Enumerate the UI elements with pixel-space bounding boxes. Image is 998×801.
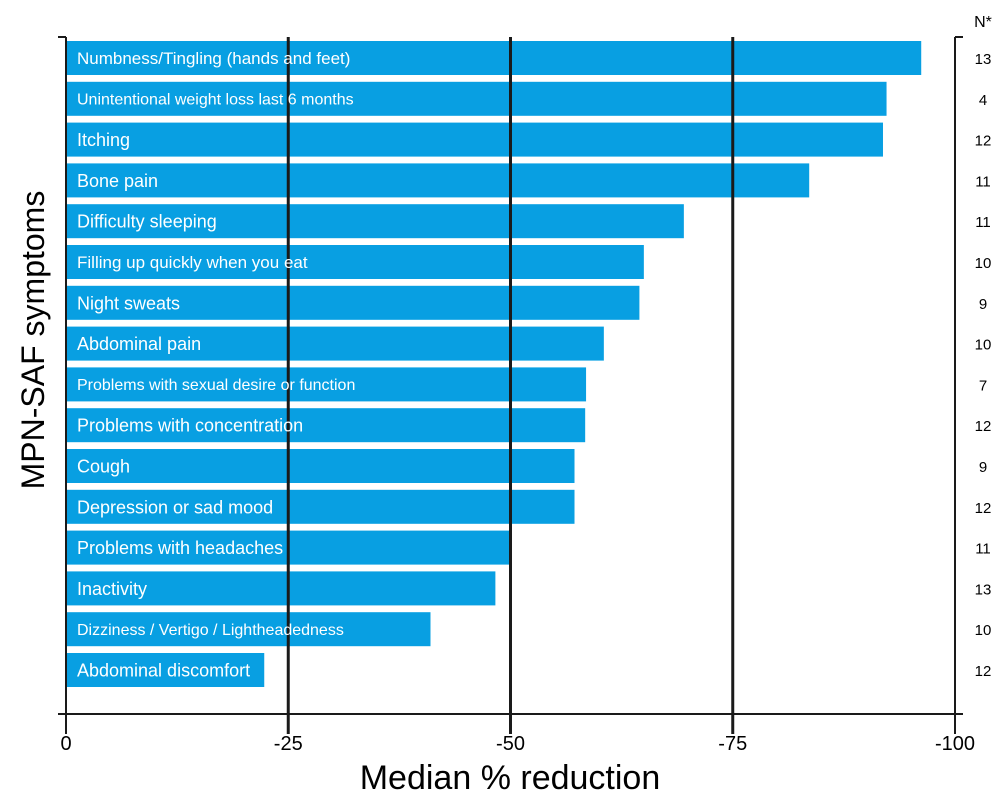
bar-4 xyxy=(66,163,810,198)
bar-16 xyxy=(66,653,265,687)
n-value-9: 7 xyxy=(979,377,987,394)
bar-label-3: Itching xyxy=(77,130,130,150)
n-value-12: 12 xyxy=(975,500,992,517)
n-value-13: 11 xyxy=(975,541,991,558)
n-value-7: 9 xyxy=(979,296,987,313)
bar-label-5: Difficulty sleeping xyxy=(77,212,217,232)
bar-9 xyxy=(66,367,587,402)
bar-label-1: Numbness/Tingling (hands and feet) xyxy=(77,49,350,68)
axes-layer xyxy=(58,36,963,734)
n-value-3: 12 xyxy=(975,133,992,150)
bar-label-7: Night sweats xyxy=(77,293,180,313)
bar-2 xyxy=(66,81,887,116)
n-value-1: 13 xyxy=(975,51,992,68)
bar-11 xyxy=(66,449,575,483)
bars-layer xyxy=(66,41,922,687)
bar-12 xyxy=(66,489,575,524)
bar-label-15: Dizziness / Vertigo / Lightheadedness xyxy=(77,622,344,639)
bar-label-13: Problems with headaches xyxy=(77,538,283,558)
grid-layer xyxy=(286,37,735,734)
bar-label-16: Abdominal discomfort xyxy=(77,660,250,680)
bar-7 xyxy=(66,285,640,320)
bar-label-14: Inactivity xyxy=(77,579,147,599)
n-value-16: 12 xyxy=(975,663,992,680)
x-tick-label-2: -50 xyxy=(496,733,525,755)
n-value-15: 10 xyxy=(975,622,992,639)
n-column-header: N* xyxy=(974,14,992,31)
n-value-6: 10 xyxy=(975,255,992,272)
n-value-2: 4 xyxy=(979,92,987,109)
bar-label-6: Filling up quickly when you eat xyxy=(77,253,308,272)
x-tick-label-4: -100 xyxy=(935,733,975,755)
x-tick-label-1: -25 xyxy=(274,733,303,755)
n-value-5: 11 xyxy=(975,214,991,231)
x-axis-title: Median % reduction xyxy=(360,759,661,796)
labels-layer: Numbness/Tingling (hands and feet) 13 Unin… xyxy=(15,14,992,797)
bar-label-8: Abdominal pain xyxy=(77,334,201,354)
n-value-4: 11 xyxy=(975,173,991,190)
bar-10 xyxy=(66,408,586,443)
x-tick-label-3: -75 xyxy=(718,733,747,755)
bar-5 xyxy=(66,204,684,239)
bar-15 xyxy=(66,612,431,647)
bar-label-10: Problems with concentration xyxy=(77,416,303,436)
y-axis-title: MPN-SAF symptoms xyxy=(15,191,51,490)
bar-6 xyxy=(66,245,644,279)
n-value-14: 13 xyxy=(975,581,992,598)
bar-label-11: Cough xyxy=(77,456,130,476)
bar-3 xyxy=(66,122,883,157)
n-value-8: 10 xyxy=(975,337,992,354)
bar-8 xyxy=(66,326,604,361)
bar-label-12: Depression or sad mood xyxy=(77,497,273,517)
n-value-10: 12 xyxy=(975,418,992,435)
bar-1 xyxy=(66,41,922,75)
bar-label-4: Bone pain xyxy=(77,171,158,191)
n-value-11: 9 xyxy=(979,459,987,476)
x-tick-label-0: 0 xyxy=(60,733,71,755)
bar-label-2: Unintentional weight loss last 6 months xyxy=(77,92,354,109)
bar-label-9: Problems with sexual desire or function xyxy=(77,377,355,394)
bar-14 xyxy=(66,571,496,606)
